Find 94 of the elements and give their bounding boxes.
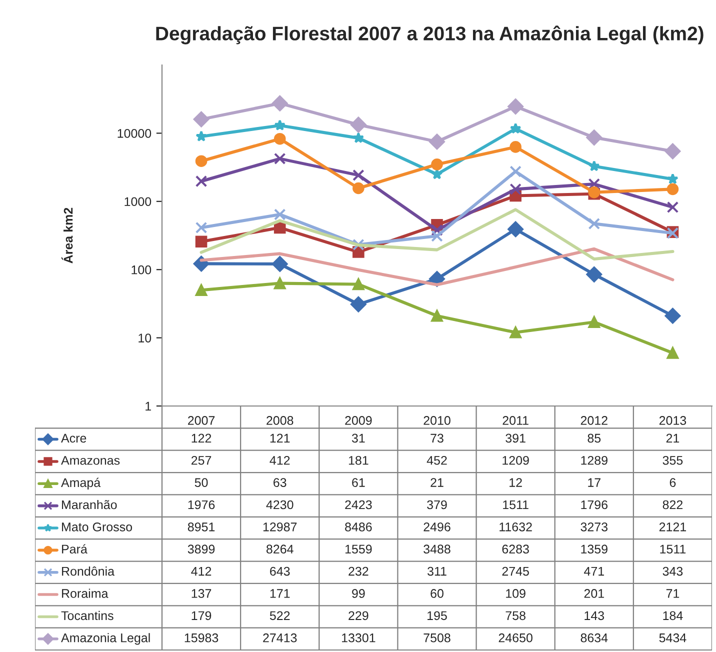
legend-label: Tocantins: [61, 610, 114, 620]
data-label: 11632: [500, 522, 532, 532]
data-label: 21: [430, 478, 444, 487]
data-label: 412: [270, 456, 290, 465]
legend-label: Pará: [62, 544, 88, 554]
y-tick-label: 1000: [124, 197, 152, 206]
data-label: 1209: [502, 456, 529, 465]
data-label: 121: [270, 434, 290, 443]
data-label: 15983: [184, 633, 218, 642]
data-label: 3488: [424, 544, 450, 554]
data-label: 60: [430, 589, 444, 598]
chart-title: Degradação Florestal 2007 a 2013 na Amazônia Legal (km2): [156, 26, 704, 44]
data-label: 50: [194, 478, 208, 487]
data-label: 24650: [498, 633, 532, 642]
data-label: 412: [191, 566, 212, 576]
data-label: 1511: [503, 500, 528, 510]
y-axis-title: Área km2: [61, 208, 73, 264]
data-label: 1796: [581, 500, 608, 510]
data-label: 822: [662, 500, 683, 510]
data-label: 643: [270, 566, 290, 576]
data-label: 232: [348, 566, 368, 576]
data-label: 391: [506, 434, 526, 443]
data-label: 181: [348, 456, 368, 465]
data-label: 171: [270, 589, 290, 598]
data-label: 311: [428, 566, 446, 576]
x-tick-label: 2009: [345, 416, 372, 425]
data-label: 85: [588, 434, 601, 443]
data-label: 4230: [266, 500, 294, 510]
data-label: 12: [510, 478, 522, 487]
data-label: 61: [352, 478, 365, 487]
data-label: 21: [666, 434, 680, 443]
data-label: 1289: [581, 456, 608, 465]
data-label: 471: [584, 566, 604, 576]
data-label: 1359: [581, 544, 608, 554]
data-label: 122: [192, 434, 212, 443]
data-label: 1976: [188, 500, 215, 510]
y-tick-label: 10000: [118, 129, 152, 138]
data-label: 6283: [502, 544, 529, 554]
legend-label: Amazonia Legal: [61, 633, 150, 645]
data-label: 3273: [580, 522, 608, 532]
legend-label: Mato Grosso: [62, 522, 132, 532]
data-label: 522: [270, 611, 290, 620]
y-tick-label: 100: [132, 265, 152, 274]
data-label: 143: [584, 611, 604, 620]
data-label: 355: [662, 456, 683, 465]
data-label: 2423: [345, 500, 372, 510]
data-label: 71: [666, 589, 680, 598]
data-label: 379: [427, 500, 447, 510]
data-label: 137: [192, 589, 212, 598]
x-tick-label: 2011: [502, 416, 528, 425]
data-label: 8486: [345, 522, 372, 532]
data-label: 8634: [580, 633, 608, 642]
x-tick-label: 2012: [580, 416, 608, 425]
data-label: 184: [663, 611, 683, 620]
data-label: 99: [352, 589, 365, 598]
data-label: 8951: [188, 522, 215, 532]
data-label: 1559: [345, 544, 372, 554]
legend-label: Acre: [61, 434, 86, 443]
data-label: 758: [506, 611, 526, 620]
x-tick-label: 2008: [266, 416, 294, 425]
data-label: 3899: [188, 544, 215, 554]
data-label: 63: [274, 478, 286, 487]
data-label: 257: [191, 456, 212, 465]
y-tick-label: 10: [138, 334, 152, 342]
legend-label: Amapá: [61, 478, 101, 490]
data-label: 17: [588, 478, 600, 487]
data-label: 229: [348, 611, 368, 620]
data-label: 27413: [263, 633, 297, 642]
legend-label: Amazonas: [61, 456, 120, 465]
data-label: 201: [584, 589, 604, 598]
data-label: 195: [428, 611, 447, 620]
y-tick-label: 1: [146, 402, 151, 411]
x-tick-label: 2013: [659, 416, 686, 425]
data-label: 7508: [424, 633, 450, 642]
data-label: 179: [192, 611, 212, 620]
data-label: 2496: [424, 522, 450, 532]
data-label: 5434: [659, 633, 686, 642]
data-label: 6: [670, 478, 676, 487]
data-label: 452: [426, 456, 447, 465]
data-label: 73: [430, 434, 444, 443]
data-label: 8264: [266, 544, 294, 554]
x-tick-label: 2007: [188, 416, 215, 425]
data-label: 2121: [659, 522, 686, 532]
data-label: 1511: [660, 544, 686, 554]
data-label: 12987: [263, 522, 297, 532]
legend-label: Maranhão: [62, 500, 117, 510]
x-tick-label: 2010: [424, 416, 450, 425]
data-label: 31: [352, 434, 365, 443]
data-label: 2745: [502, 566, 529, 576]
legend-label: Roraima: [62, 588, 108, 598]
data-label: 109: [506, 589, 526, 598]
legend-label: Rondônia: [62, 566, 115, 576]
data-label: 13301: [342, 633, 376, 642]
data-label: 343: [662, 566, 683, 576]
